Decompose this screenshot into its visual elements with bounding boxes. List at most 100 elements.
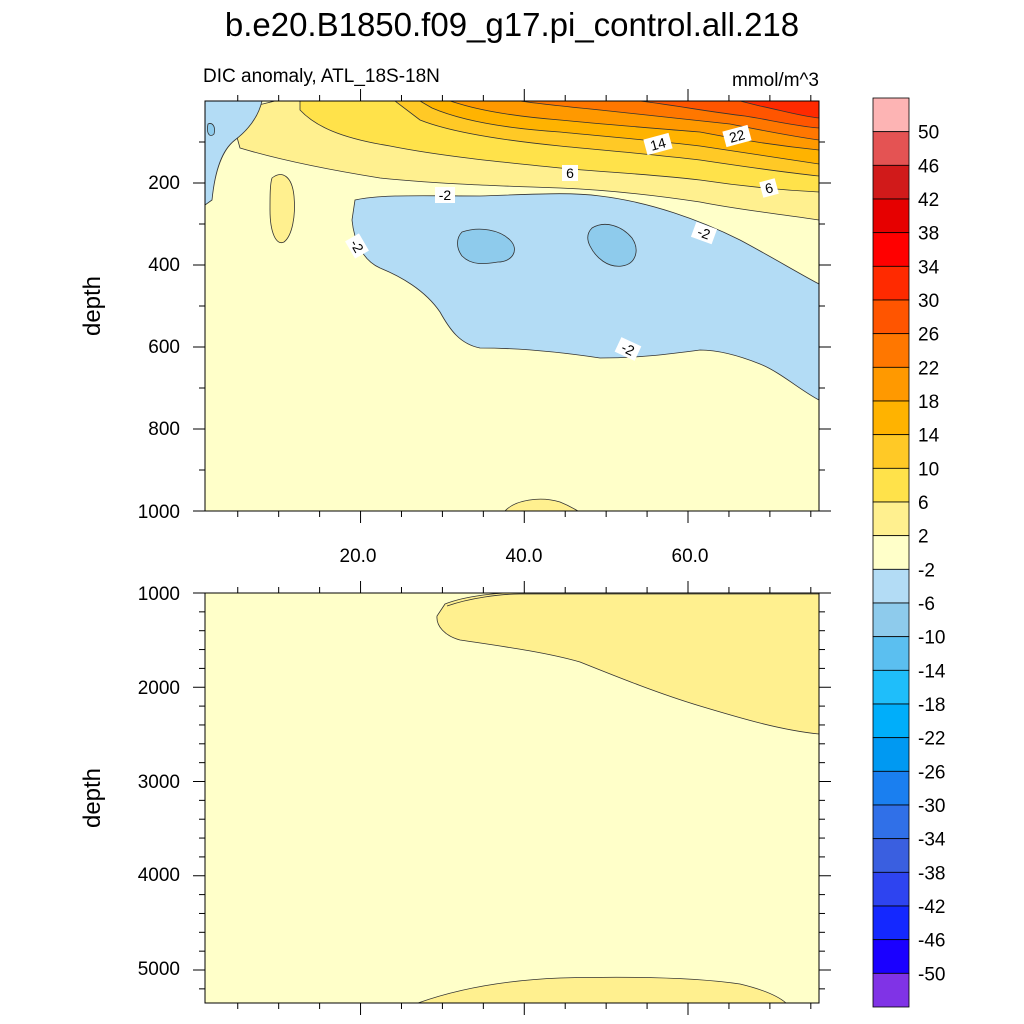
- upper-xtick: 60.0: [672, 546, 709, 567]
- colorbar-box: [872, 299, 910, 335]
- colorbar-label: 34: [918, 257, 940, 278]
- lower-contour-fill: [205, 593, 819, 1003]
- upper-xtick: 20.0: [340, 546, 377, 567]
- colorbar-label: 18: [918, 392, 939, 413]
- colorbar-label: 30: [918, 291, 939, 312]
- lower-axis: [193, 581, 831, 1015]
- colorbar-label: 2: [918, 527, 929, 548]
- colorbar-box: [872, 838, 910, 873]
- colorbar-label: 50: [918, 123, 939, 144]
- upper-contour-fill: [205, 101, 819, 511]
- colorbar-label: 46: [918, 156, 939, 177]
- upper-ytick: 1000: [138, 502, 180, 523]
- colorbar-box: [872, 804, 910, 840]
- lower-ylabel: depth: [79, 768, 106, 828]
- colorbar-label: 22: [918, 358, 939, 379]
- contour-label: -2: [439, 187, 452, 203]
- colorbar-boxes: [872, 97, 910, 1008]
- colorbar-box: [872, 669, 910, 705]
- colorbar-label: -6: [918, 594, 935, 615]
- lower-ytick: 4000: [138, 865, 180, 886]
- colorbar-label: -2: [918, 560, 935, 581]
- surface-negative-core: [207, 123, 215, 136]
- colorbar-label: -42: [918, 897, 945, 918]
- colorbar-label: 14: [918, 426, 940, 447]
- colorbar-box: [872, 97, 910, 133]
- colorbar-box: [872, 366, 910, 402]
- lower-ytick: 5000: [138, 959, 180, 980]
- contour-label: 6: [566, 165, 574, 181]
- chart-subtitle: DIC anomaly, ATL_18S-18N: [203, 66, 440, 87]
- colorbar-box: [872, 602, 910, 638]
- upper-ytick: 800: [148, 419, 180, 440]
- colorbar-labels: 50 46 42 38 34 30 26 22 18 14 10 6 2 -2 -6 -10 -14 -18 -22…: [918, 123, 946, 986]
- contour-label: 6: [763, 179, 775, 197]
- upper-ytick: 200: [148, 173, 180, 194]
- contour-labels: 14 22 6 6 -2 -2 -2 -2: [345, 124, 779, 361]
- lower-ytick: 3000: [138, 772, 180, 793]
- colorbar-box: [872, 467, 910, 503]
- colorbar-label: 26: [918, 325, 939, 346]
- negative-core-2: [587, 224, 637, 267]
- colorbar: 50 46 42 38 34 30 26 22 18 14 10 6 2 -2 -6 -10 -14 -18 -22…: [872, 97, 946, 1008]
- upper-xtick: 40.0: [506, 546, 543, 567]
- colorbar-label: -34: [918, 830, 946, 851]
- colorbar-label: -18: [918, 695, 945, 716]
- colorbar-box: [872, 232, 910, 267]
- surface-negative: [205, 101, 263, 206]
- colorbar-box: [872, 737, 910, 772]
- lower-ytick: 1000: [138, 584, 180, 605]
- colorbar-box: [872, 434, 910, 469]
- colorbar-box: [872, 939, 910, 974]
- lower-frame: [204, 592, 820, 1004]
- chart-units: mmol/m^3: [732, 70, 819, 91]
- upper-ytick: 600: [148, 337, 180, 358]
- colorbar-label: -14: [918, 661, 946, 682]
- colorbar-box: [872, 568, 910, 604]
- colorbar-box: [872, 905, 910, 941]
- contour-label: 22: [727, 126, 746, 146]
- negative-core-1: [457, 228, 515, 265]
- contour-label: -2: [695, 223, 712, 242]
- positive-blob: [269, 174, 295, 244]
- contour-label: 14: [648, 134, 667, 154]
- lower-positive-bottom: [417, 976, 787, 1003]
- upper-xticks: 20.0 40.0 60.0: [340, 546, 709, 567]
- colorbar-box: [872, 400, 910, 436]
- colorbar-label: 38: [918, 224, 939, 245]
- colorbar-box: [872, 636, 910, 671]
- chart-title: b.e20.B1850.f09_g17.pi_control.all.218: [225, 6, 799, 43]
- colorbar-box: [872, 871, 910, 907]
- upper-panel: 200 400 600 800 1000 20.0 40.0 60.0 dept…: [79, 89, 831, 567]
- colorbar-box: [872, 501, 910, 537]
- lower-panel: 1000 2000 3000 4000 5000 depth: [79, 581, 831, 1015]
- bottom-positive: [504, 498, 579, 511]
- colorbar-box: [872, 333, 910, 368]
- colorbar-box: [872, 535, 910, 570]
- colorbar-box: [872, 131, 910, 166]
- colorbar-box: [872, 265, 910, 301]
- colorbar-box: [872, 198, 910, 234]
- lower-yticks: 1000 2000 3000 4000 5000: [138, 584, 180, 980]
- colorbar-label: -10: [918, 628, 945, 649]
- lower-ytick: 2000: [138, 678, 180, 699]
- colorbar-box: [872, 770, 910, 806]
- colorbar-label: -26: [918, 762, 945, 783]
- upper-ylabel: depth: [79, 276, 106, 336]
- lower-positive-upper: [436, 593, 819, 735]
- colorbar-label: 42: [918, 190, 939, 211]
- colorbar-label: -22: [918, 729, 945, 750]
- colorbar-label: 6: [918, 493, 929, 514]
- colorbar-box: [872, 972, 910, 1008]
- colorbar-box: [872, 703, 910, 739]
- upper-axis: [193, 89, 831, 523]
- colorbar-label: 10: [918, 459, 939, 480]
- colorbar-box: [872, 164, 910, 200]
- colorbar-label: -46: [918, 931, 945, 952]
- upper-ytick: 400: [148, 255, 180, 276]
- colorbar-label: -50: [918, 964, 945, 985]
- upper-yticks: 200 400 600 800 1000: [138, 173, 180, 523]
- lower-positive-upper-fill: [446, 593, 819, 607]
- colorbar-label: -30: [918, 796, 945, 817]
